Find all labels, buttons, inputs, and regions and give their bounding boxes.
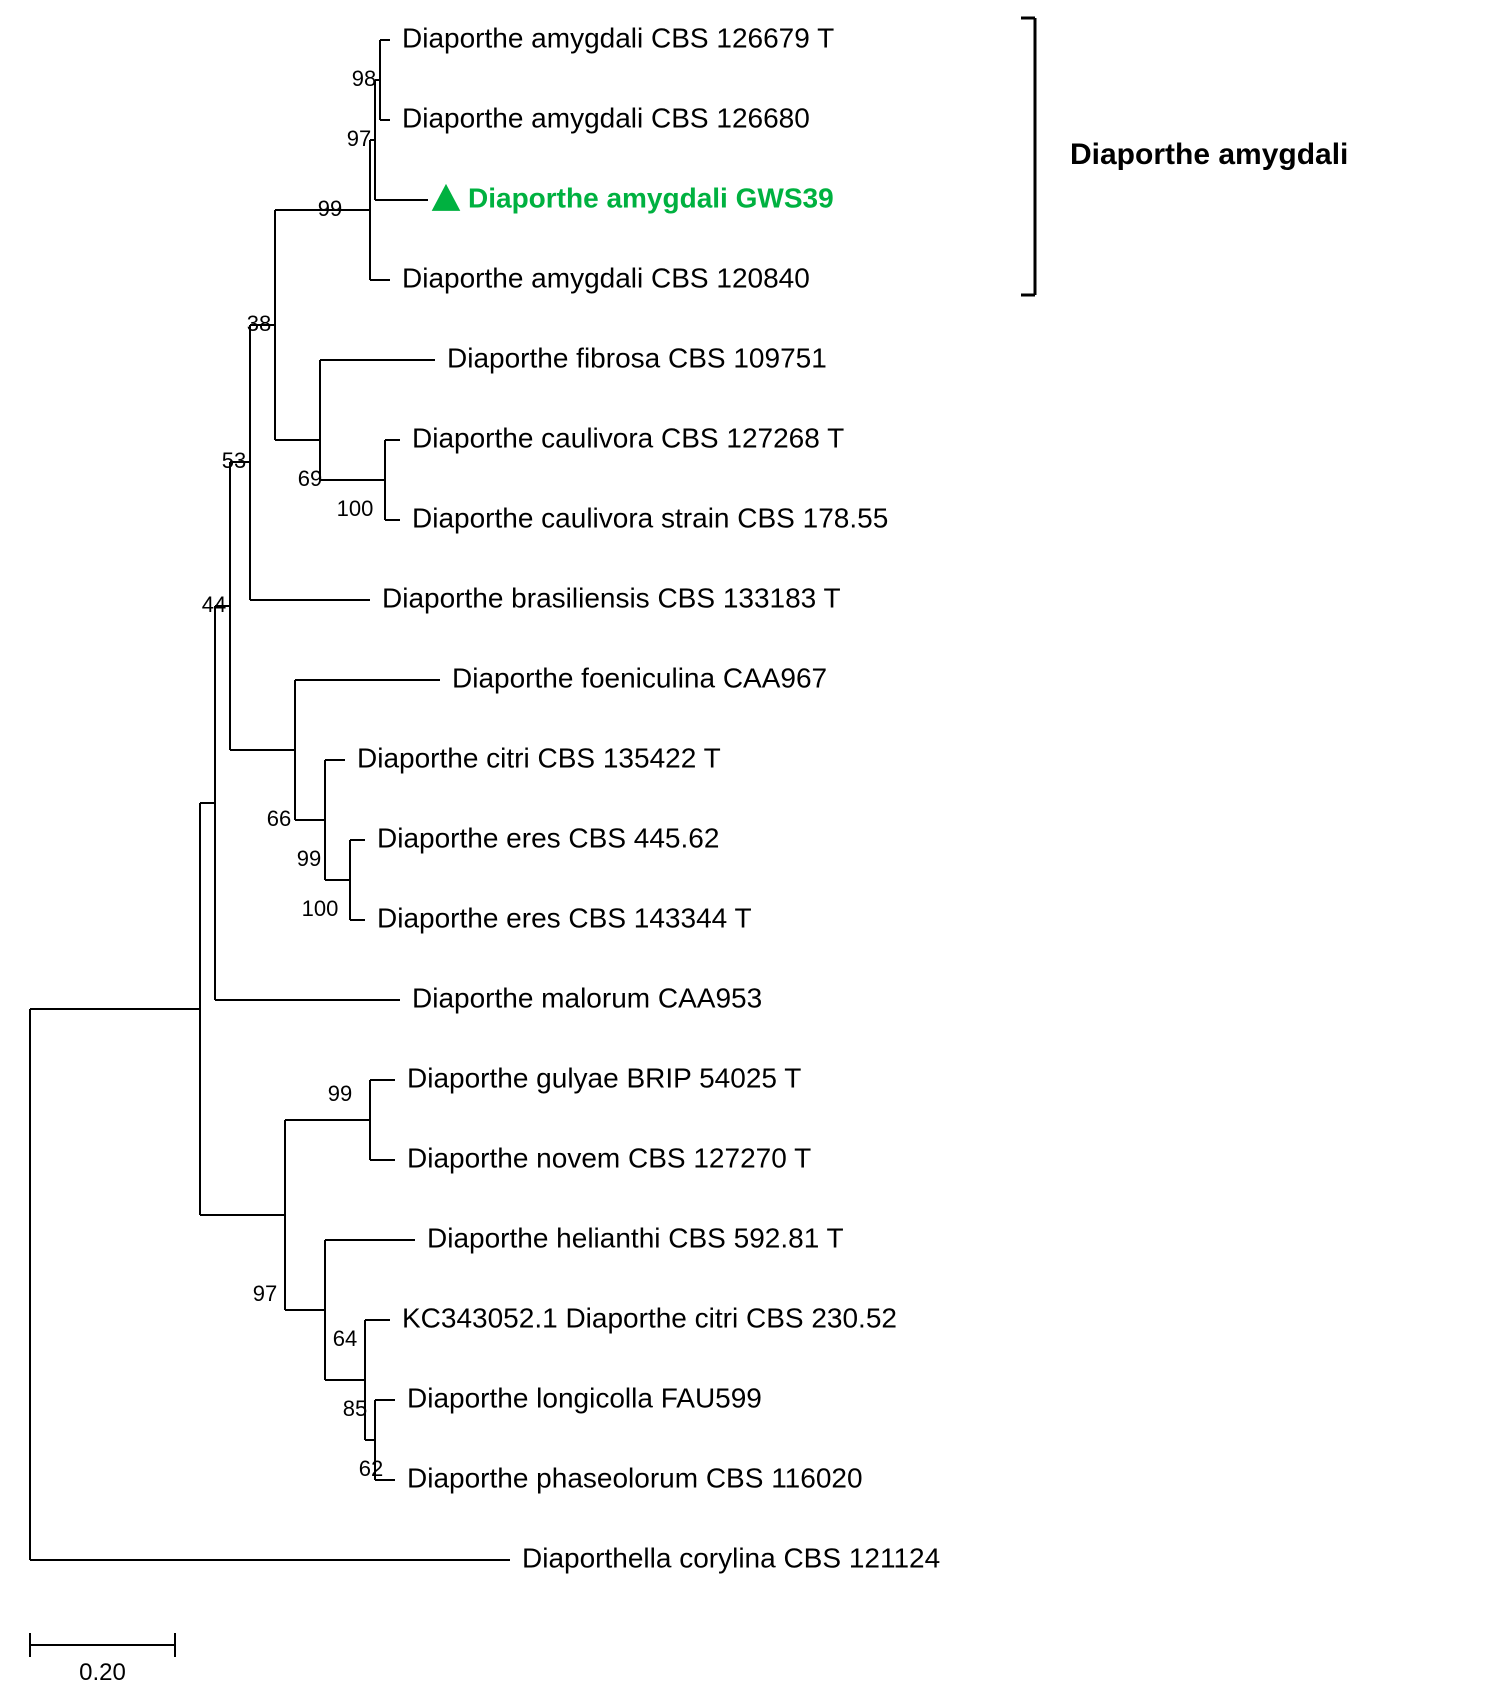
taxon-labels: Diaporthe amygdali CBS 126679 T Diaporthe… [357,22,940,1573]
scale-value: 0.20 [79,1659,126,1686]
taxon-label: Diaporthe citri CBS 135422 T [357,742,721,773]
clade-label: Diaporthe amygdali [1070,138,1348,171]
support-value: 99 [328,1081,352,1106]
support-value: 85 [343,1396,367,1421]
support-value: 53 [222,448,246,473]
taxon-label: Diaporthella corylina CBS 121124 [522,1542,940,1573]
taxon-label: Diaporthe novem CBS 127270 T [407,1142,811,1173]
scale-bar: 0.20 [30,1633,175,1686]
taxon-label: Diaporthe amygdali CBS 126679 T [402,22,834,53]
highlight-triangle-icon [432,184,461,211]
clade-bracket: Diaporthe amygdali [1021,18,1348,295]
support-value: 99 [318,196,342,221]
phylogenetic-tree: Diaporthe amygdali CBS 126679 T Diaporthe… [0,0,1501,1696]
support-value: 64 [333,1326,357,1351]
support-value: 98 [352,66,376,91]
taxon-label: Diaporthe longicolla FAU599 [407,1382,762,1413]
support-value: 44 [202,592,226,617]
taxon-label: Diaporthe eres CBS 445.62 [377,822,719,853]
taxon-label: Diaporthe brasiliensis CBS 133183 T [382,582,841,613]
support-value: 99 [297,846,321,871]
taxon-label: Diaporthe amygdali CBS 126680 [402,102,810,133]
taxon-label: Diaporthe helianthi CBS 592.81 T [427,1222,844,1253]
taxon-label: Diaporthe eres CBS 143344 T [377,902,752,933]
support-value: 100 [337,496,374,521]
support-value: 38 [247,311,271,336]
taxon-label: Diaporthe fibrosa CBS 109751 [447,342,827,373]
support-value: 66 [267,806,291,831]
support-value: 62 [359,1456,383,1481]
taxon-label: Diaporthe malorum CAA953 [412,982,762,1013]
support-value: 69 [298,466,322,491]
taxon-label: KC343052.1 Diaporthe citri CBS 230.52 [402,1302,897,1333]
taxon-label: Diaporthe amygdali GWS39 [468,182,834,213]
support-value: 97 [347,126,371,151]
taxon-label: Diaporthe caulivora CBS 127268 T [412,422,844,453]
support-value: 100 [302,896,339,921]
taxon-label: Diaporthe foeniculina CAA967 [452,662,827,693]
taxon-label: Diaporthe gulyae BRIP 54025 T [407,1062,801,1093]
taxon-label: Diaporthe phaseolorum CBS 116020 [407,1462,863,1493]
taxon-label: Diaporthe caulivora strain CBS 178.55 [412,502,888,533]
support-value: 97 [253,1281,277,1306]
taxon-label: Diaporthe amygdali CBS 120840 [402,262,810,293]
